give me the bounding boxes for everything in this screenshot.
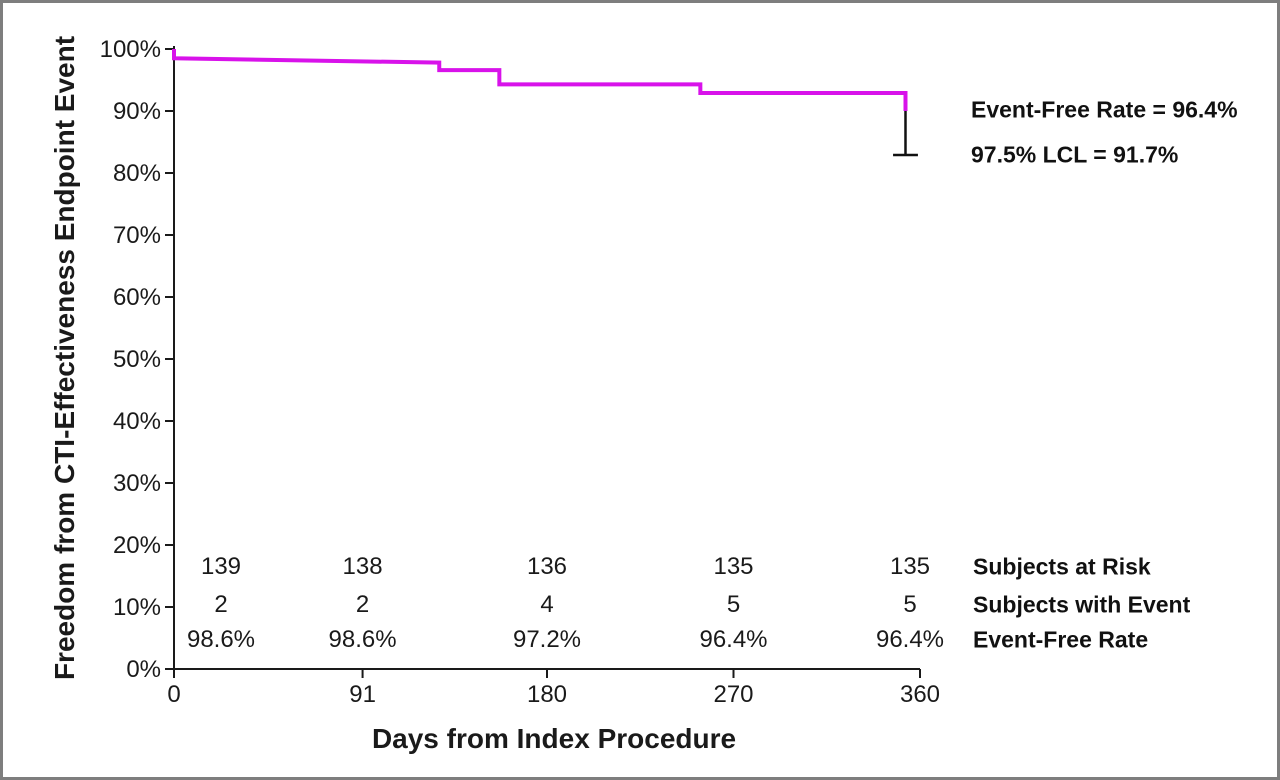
- x-axis-tick-label: 180: [527, 681, 567, 708]
- risk-cell-subjects-with-event: 4: [540, 591, 554, 618]
- risk-cell-subjects-at-risk: 138: [342, 553, 383, 580]
- risk-row-label: Event-Free Rate: [973, 626, 1149, 653]
- x-axis-title: Days from Index Procedure: [371, 723, 737, 754]
- annotation-lcl: 97.5% LCL = 91.7%: [971, 141, 1179, 168]
- risk-cell-event-free-rate: 98.6%: [186, 626, 256, 653]
- x-axis-tick-label: 270: [713, 681, 753, 708]
- annotation-event-free-rate: Event-Free Rate = 96.4%: [971, 96, 1238, 123]
- y-axis-tick-label: 50%: [113, 346, 161, 373]
- risk-cell-event-free-rate: 96.4%: [875, 626, 945, 653]
- y-axis-tick-label: 40%: [113, 408, 161, 435]
- y-axis-tick-label: 70%: [113, 222, 161, 249]
- risk-row-label: Subjects with Event: [973, 591, 1191, 618]
- risk-cell-subjects-with-event: 2: [355, 591, 370, 618]
- risk-cell-event-free-rate: 97.2%: [512, 626, 582, 653]
- risk-cell-event-free-rate: 98.6%: [328, 626, 397, 653]
- x-axis-tick-label: 360: [900, 681, 940, 708]
- y-axis-tick-label: 10%: [113, 594, 161, 621]
- y-axis-tick-label: 80%: [113, 160, 161, 187]
- x-axis-tick-label: 0: [167, 681, 180, 708]
- km-curve-line: [172, 49, 908, 111]
- y-axis-tick-label: 0%: [126, 656, 161, 683]
- y-axis-title: Freedom from CTI-Effectiveness Endpoint …: [49, 35, 80, 681]
- risk-cell-subjects-with-event: 2: [214, 591, 228, 618]
- y-axis-tick-label: 100%: [100, 36, 161, 63]
- risk-cell-subjects-at-risk: 135: [889, 553, 931, 580]
- risk-cell-subjects-at-risk: 139: [200, 553, 242, 580]
- y-axis-tick-label: 90%: [113, 98, 161, 125]
- risk-cell-subjects-with-event: 5: [903, 591, 917, 618]
- risk-cell-subjects-at-risk: 136: [526, 553, 568, 580]
- y-axis-tick-label: 30%: [113, 470, 161, 497]
- y-axis-tick-label: 20%: [113, 532, 161, 559]
- km-chart-canvas: 0% 10% 20% 30% 40% 50% 60% 70% 80% 90% 100% 0 91 180 2…: [100, 36, 940, 708]
- risk-row-label: Subjects at Risk: [973, 553, 1151, 580]
- x-axis-tick-label: 91: [349, 681, 376, 708]
- y-axis-tick-label: 60%: [113, 284, 161, 311]
- risk-cell-event-free-rate: 96.4%: [699, 626, 768, 653]
- risk-cell-subjects-with-event: 5: [726, 591, 741, 618]
- risk-cell-subjects-at-risk: 135: [713, 553, 754, 580]
